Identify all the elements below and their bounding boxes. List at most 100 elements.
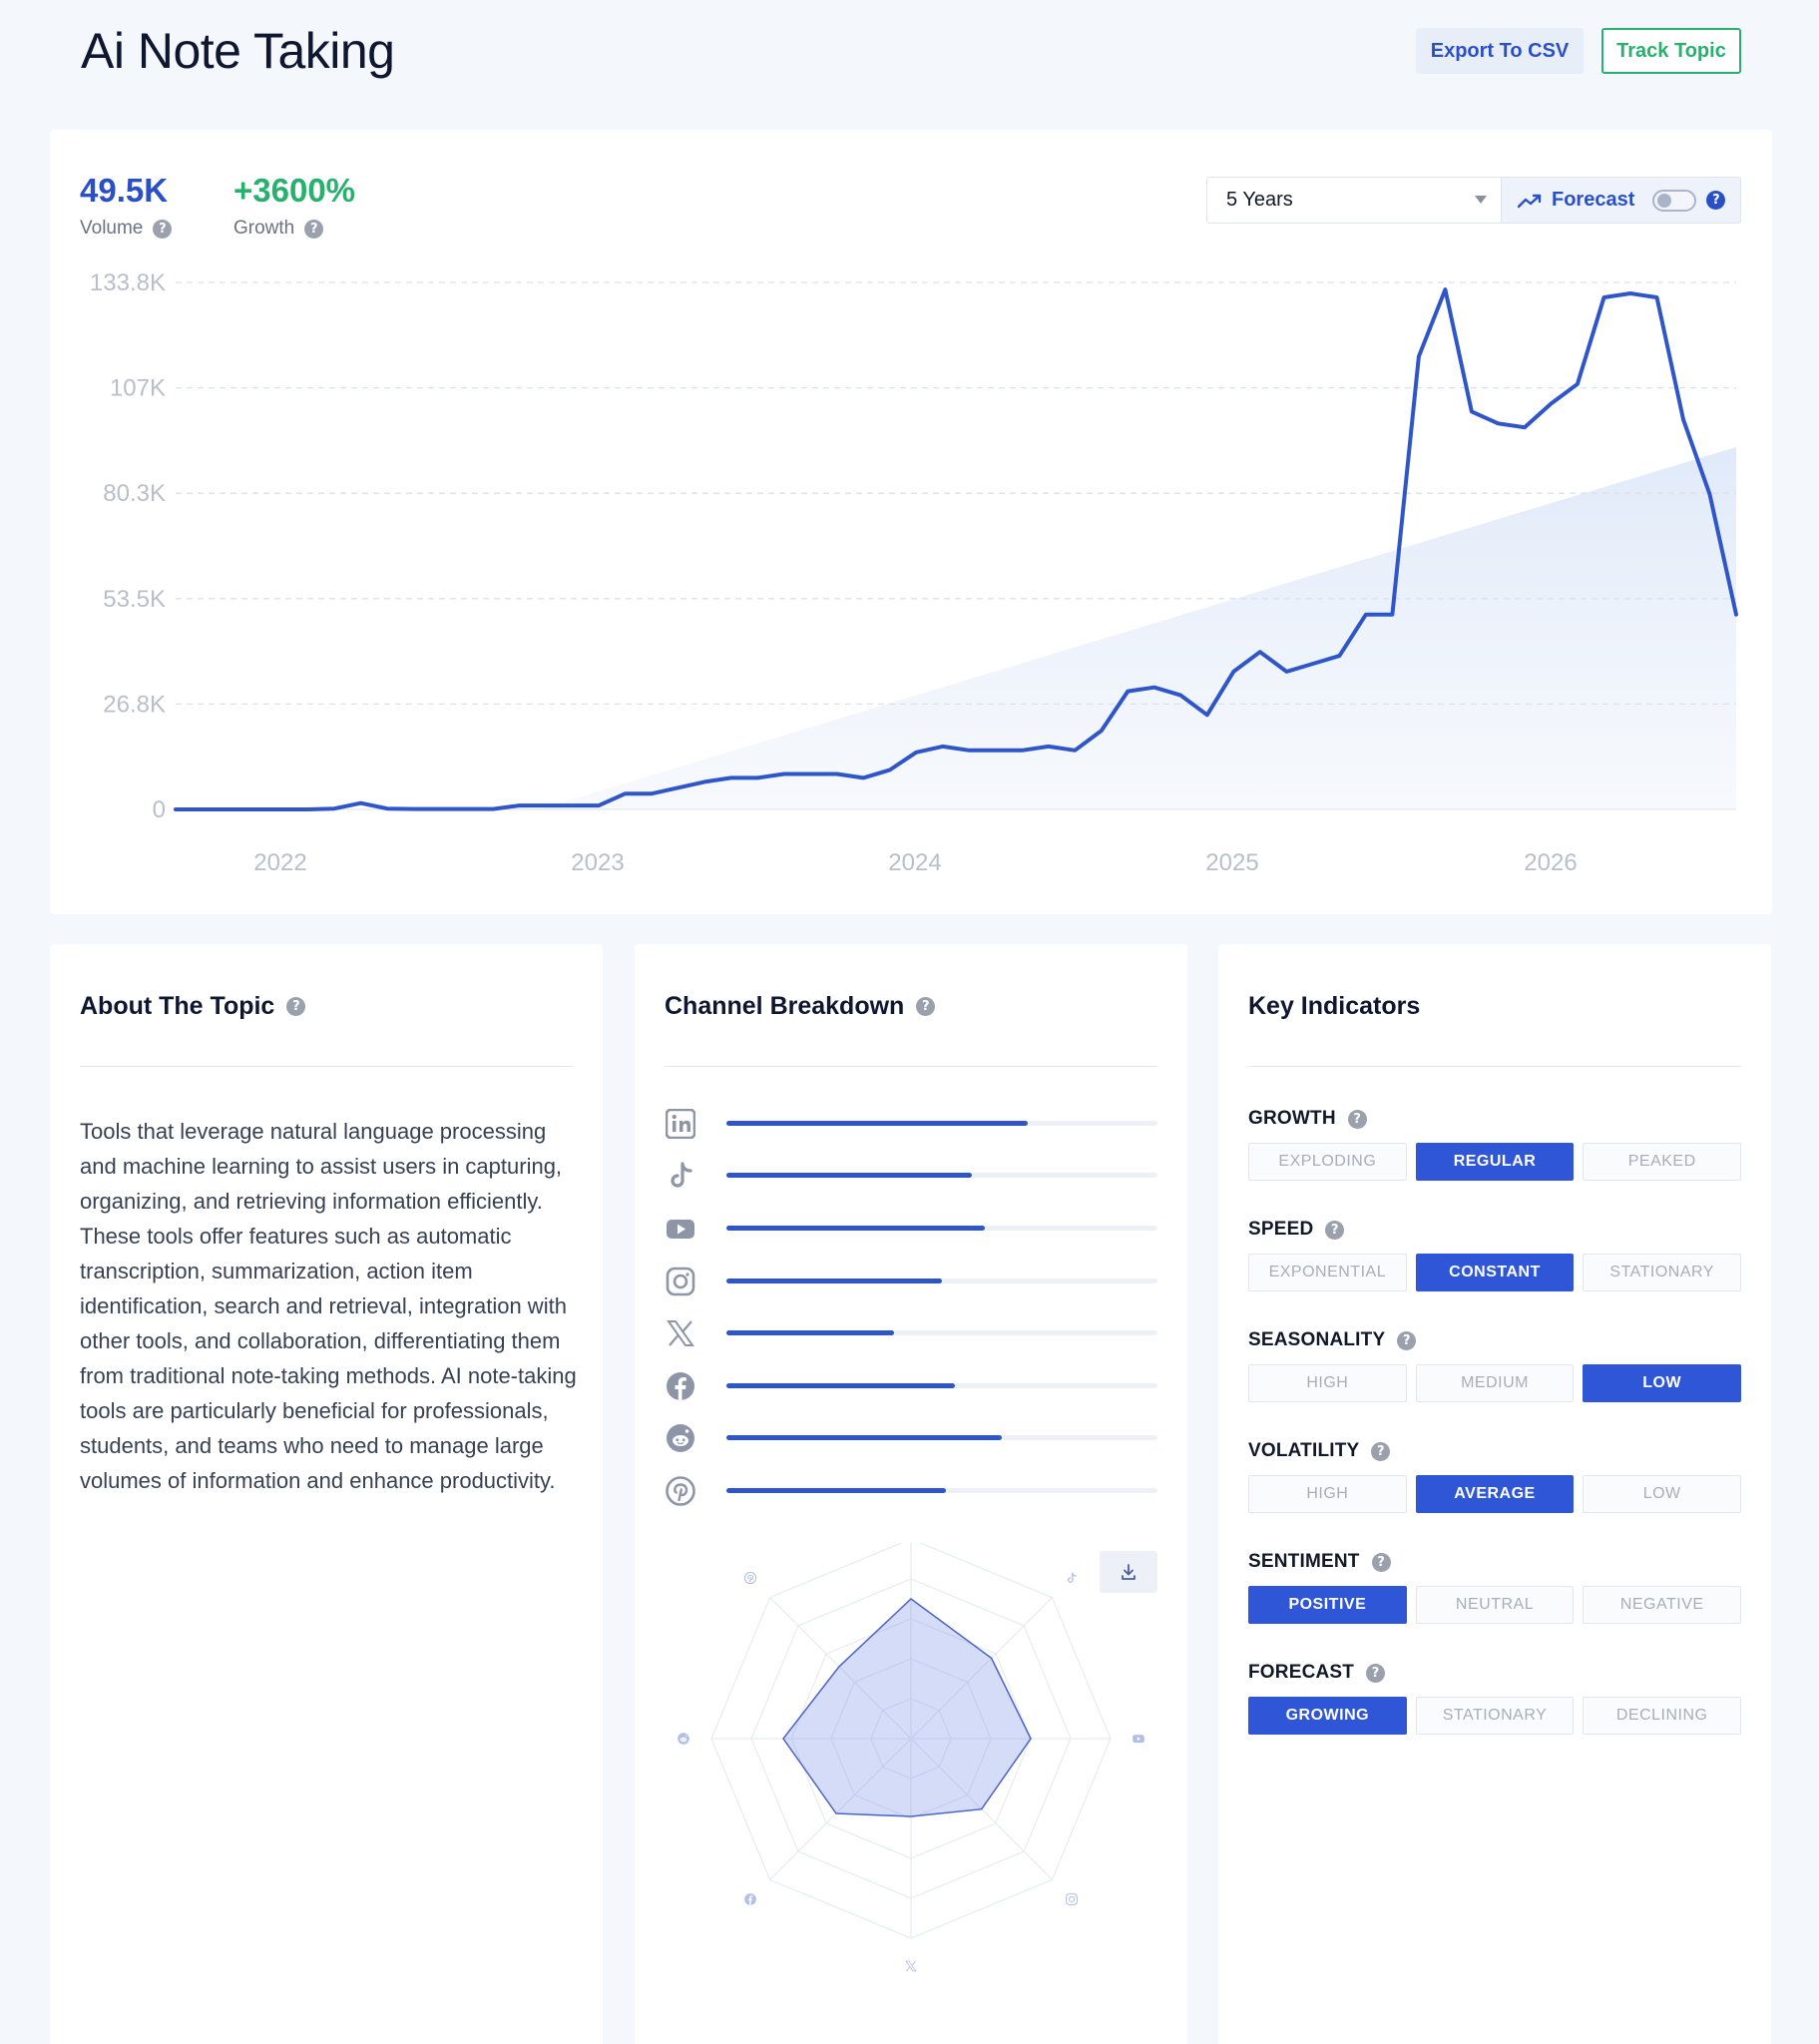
indicator-option-exploding[interactable]: EXPLODING	[1248, 1143, 1407, 1181]
indicator-option-growing[interactable]: GROWING	[1248, 1697, 1407, 1735]
instagram-icon	[1066, 1893, 1079, 1906]
channel-row	[665, 1264, 1157, 1299]
indicator-option-low[interactable]: LOW	[1583, 1364, 1742, 1402]
indicator-label-forecast: FORECAST?	[1248, 1662, 1386, 1684]
track-topic-button[interactable]: Track Topic	[1601, 28, 1741, 74]
channel-bar-track	[726, 1121, 1157, 1126]
about-help-icon[interactable]: ?	[286, 997, 306, 1016]
indicator-label-seasonality: SEASONALITY?	[1248, 1329, 1417, 1351]
indicator-help-icon[interactable]: ?	[1325, 1220, 1345, 1240]
channel-bar-fill	[726, 1173, 973, 1178]
indicator-option-neutral[interactable]: NEUTRAL	[1415, 1586, 1575, 1624]
about-title-text: About The Topic	[80, 992, 275, 1020]
channel-title: Channel Breakdown ?	[665, 992, 936, 1021]
range-select-value: 5 Years	[1226, 189, 1293, 211]
youtube-icon	[665, 1213, 696, 1245]
indicator-options-growth: EXPLODING REGULAR PEAKED	[1248, 1143, 1742, 1181]
forecast-label: Forecast	[1552, 189, 1635, 211]
channel-title-text: Channel Breakdown	[665, 992, 905, 1020]
reddit-icon	[665, 1422, 696, 1454]
download-icon	[1122, 1564, 1136, 1580]
channel-bar-track	[726, 1435, 1157, 1440]
volume-help-icon[interactable]: ?	[153, 219, 173, 239]
facebook-icon	[665, 1370, 696, 1402]
channel-row	[665, 1158, 1157, 1194]
channel-bar-track	[726, 1173, 1157, 1178]
indicator-options-speed: EXPONENTIAL CONSTANT STATIONARY	[1248, 1254, 1742, 1291]
channel-help-icon[interactable]: ?	[916, 997, 936, 1016]
forecast-toggle[interactable]	[1652, 189, 1697, 212]
indicator-option-regular[interactable]: REGULAR	[1415, 1143, 1575, 1181]
indicator-options-volatility: HIGH AVERAGE LOW	[1248, 1475, 1742, 1513]
x-icon	[665, 1317, 696, 1349]
indicator-help-icon[interactable]: ?	[1397, 1330, 1417, 1350]
indicators-divider	[1248, 1066, 1741, 1067]
indicator-options-forecast: GROWING STATIONARY DECLINING	[1248, 1697, 1742, 1735]
indicator-help-icon[interactable]: ?	[1371, 1552, 1391, 1572]
indicator-label-text: FORECAST	[1248, 1662, 1355, 1683]
indicator-option-negative[interactable]: NEGATIVE	[1583, 1586, 1742, 1624]
indicators-title: Key Indicators	[1248, 992, 1421, 1020]
channel-row	[665, 1368, 1157, 1404]
about-divider	[80, 1066, 573, 1067]
channel-bar-track	[726, 1278, 1157, 1283]
pinterest-icon	[665, 1475, 696, 1507]
indicator-option-positive[interactable]: POSITIVE	[1248, 1586, 1407, 1624]
growth-help-icon[interactable]: ?	[304, 219, 324, 239]
indicator-label-growth: GROWTH?	[1248, 1108, 1367, 1130]
growth-label-text: Growth	[233, 218, 295, 239]
indicator-option-constant[interactable]: CONSTANT	[1415, 1254, 1575, 1291]
export-csv-button[interactable]: Export To CSV	[1416, 28, 1584, 74]
growth-label: Growth ?	[233, 218, 324, 240]
indicator-label-text: SENTIMENT	[1248, 1551, 1360, 1572]
channel-bar-fill	[726, 1488, 947, 1493]
radar-axis	[910, 1597, 1053, 1740]
indicator-label-sentiment: SENTIMENT?	[1248, 1551, 1391, 1573]
radar-axis	[769, 1738, 912, 1880]
channel-breakdown-card: Channel Breakdown ?	[635, 944, 1187, 2044]
chevron-down-icon	[1475, 196, 1487, 204]
trending-up-icon	[1518, 194, 1542, 208]
page-title: Ai Note Taking	[81, 23, 395, 79]
download-button[interactable]	[1100, 1551, 1157, 1593]
facebook-icon	[743, 1893, 756, 1906]
indicator-help-icon[interactable]: ?	[1347, 1109, 1367, 1129]
channel-row	[665, 1473, 1157, 1509]
indicator-help-icon[interactable]: ?	[1371, 1441, 1391, 1461]
channel-row	[665, 1211, 1157, 1247]
forecast-help-icon[interactable]: ?	[1706, 191, 1726, 210]
indicator-label-volatility: VOLATILITY?	[1248, 1440, 1391, 1462]
indicator-option-exponential[interactable]: EXPONENTIAL	[1248, 1254, 1407, 1291]
indicator-help-icon[interactable]: ?	[1366, 1663, 1386, 1683]
channel-divider	[665, 1066, 1157, 1067]
indicator-options-seasonality: HIGH MEDIUM LOW	[1248, 1364, 1742, 1402]
about-title: About The Topic ?	[80, 992, 306, 1021]
youtube-icon	[1133, 1735, 1144, 1744]
x-icon	[905, 1960, 917, 1972]
indicator-label-speed: SPEED?	[1248, 1219, 1345, 1241]
indicator-label-text: SEASONALITY	[1248, 1329, 1386, 1350]
channel-bar-track	[726, 1226, 1157, 1231]
indicator-option-declining[interactable]: DECLINING	[1583, 1697, 1742, 1735]
indicator-option-average[interactable]: AVERAGE	[1415, 1475, 1575, 1513]
channel-bar-track	[726, 1383, 1157, 1388]
volume-label: Volume ?	[80, 218, 173, 240]
indicator-label-text: GROWTH	[1248, 1108, 1336, 1129]
channel-row	[665, 1420, 1157, 1456]
indicator-option-stationary[interactable]: STATIONARY	[1415, 1697, 1575, 1735]
range-select[interactable]: 5 Years	[1206, 177, 1502, 224]
about-description: Tools that leverage natural language pro…	[80, 1119, 577, 1493]
volume-value: 49.5K	[80, 172, 169, 209]
tiktok-icon	[665, 1160, 696, 1192]
indicator-option-peaked[interactable]: PEAKED	[1583, 1143, 1742, 1181]
indicator-option-medium[interactable]: MEDIUM	[1415, 1364, 1575, 1402]
channel-bar-fill	[726, 1383, 955, 1388]
indicator-option-high[interactable]: HIGH	[1248, 1475, 1407, 1513]
channel-bar-fill	[726, 1278, 942, 1283]
channel-bar-fill	[726, 1226, 986, 1231]
indicator-option-low[interactable]: LOW	[1583, 1475, 1742, 1513]
indicator-option-stationary[interactable]: STATIONARY	[1583, 1254, 1742, 1291]
indicator-option-high[interactable]: HIGH	[1248, 1364, 1407, 1402]
growth-value: +3600%	[233, 172, 356, 209]
key-indicators-card: Key Indicators GROWTH? EXPLODING REGULAR PE…	[1218, 944, 1771, 2044]
